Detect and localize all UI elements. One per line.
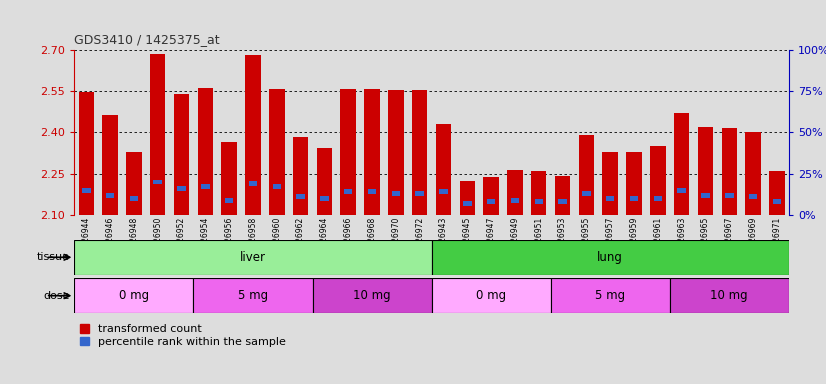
Bar [769, 171, 785, 215]
Bar [463, 201, 472, 206]
Bar [388, 90, 404, 215]
Bar [340, 89, 356, 215]
Text: dose: dose [44, 291, 70, 301]
Bar [297, 194, 305, 199]
Bar [78, 92, 94, 215]
Bar [677, 188, 686, 193]
Bar [74, 278, 193, 313]
Text: 10 mg: 10 mg [354, 289, 391, 302]
Bar [459, 180, 475, 215]
Bar [412, 90, 427, 215]
Bar [197, 88, 213, 215]
Bar [106, 193, 114, 198]
Bar [670, 278, 789, 313]
Bar [701, 193, 710, 198]
Bar [344, 189, 353, 194]
Bar [558, 199, 567, 204]
Bar [436, 124, 451, 215]
Bar [225, 198, 234, 203]
Bar [178, 186, 186, 191]
Text: liver: liver [240, 251, 266, 264]
Bar [745, 132, 761, 215]
Bar [650, 146, 666, 215]
Bar [606, 196, 615, 201]
Bar [555, 176, 570, 215]
Bar [173, 94, 189, 215]
Bar [487, 199, 496, 204]
Bar [507, 170, 523, 215]
Bar [629, 196, 638, 201]
Bar [551, 278, 670, 313]
Text: 10 mg: 10 mg [710, 289, 748, 302]
Bar [653, 196, 662, 201]
Bar [415, 191, 424, 196]
Bar [602, 152, 618, 215]
Bar [245, 55, 261, 215]
Bar [582, 191, 591, 196]
Legend: transformed count, percentile rank within the sample: transformed count, percentile rank withi… [80, 324, 286, 347]
Bar [150, 54, 165, 215]
Bar [392, 191, 400, 196]
Bar [293, 137, 308, 215]
Bar [749, 194, 757, 199]
Bar [273, 184, 281, 189]
Text: 0 mg: 0 mg [476, 289, 506, 302]
Bar [126, 152, 141, 215]
Bar [102, 115, 118, 215]
Bar [130, 196, 138, 201]
Bar [725, 193, 733, 198]
Bar [312, 278, 431, 313]
Bar [439, 189, 448, 194]
Bar [626, 152, 642, 215]
Bar [431, 278, 551, 313]
Bar [531, 171, 547, 215]
Bar [579, 135, 594, 215]
Text: lung: lung [597, 251, 623, 264]
Bar [82, 188, 91, 193]
Bar [154, 180, 162, 184]
Text: 5 mg: 5 mg [596, 289, 625, 302]
Text: 5 mg: 5 mg [238, 289, 268, 302]
Bar [534, 199, 543, 204]
Bar [316, 147, 332, 215]
Bar [249, 181, 257, 186]
Bar [722, 128, 737, 215]
Bar [698, 127, 713, 215]
Bar [193, 278, 312, 313]
Bar [510, 198, 520, 203]
Bar [74, 240, 431, 275]
Bar [431, 240, 789, 275]
Bar [269, 89, 284, 215]
Bar [368, 189, 377, 194]
Bar [221, 142, 237, 215]
Bar [772, 199, 781, 204]
Bar [483, 177, 499, 215]
Bar [201, 184, 210, 189]
Text: GDS3410 / 1425375_at: GDS3410 / 1425375_at [74, 33, 220, 46]
Bar [674, 113, 690, 215]
Bar [320, 196, 329, 201]
Text: tissue: tissue [37, 252, 70, 262]
Bar [364, 89, 380, 215]
Text: 0 mg: 0 mg [119, 289, 149, 302]
